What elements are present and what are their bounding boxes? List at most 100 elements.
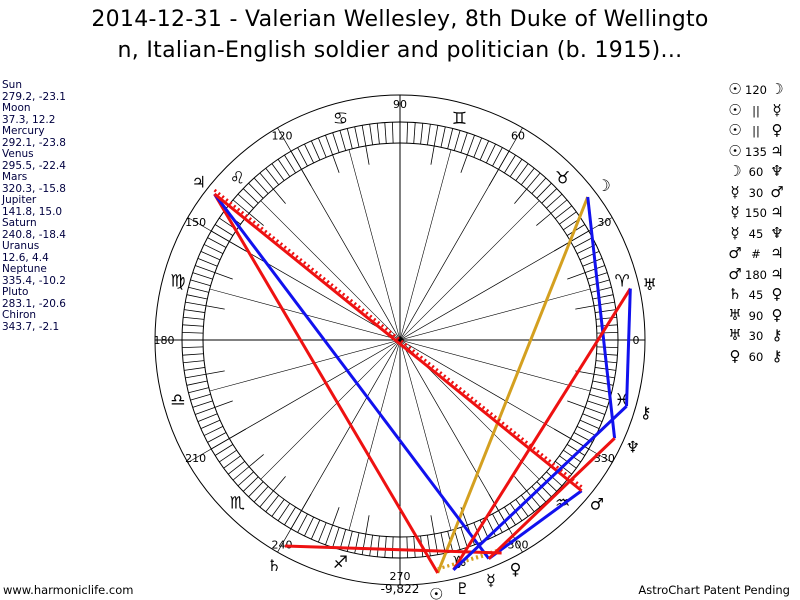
planet-mercury-icon: ☿: [486, 570, 496, 589]
degree-tick: [197, 413, 218, 423]
degree-tick: [192, 272, 213, 280]
decade-tick: [273, 188, 286, 204]
degree-label: 270: [390, 570, 411, 583]
degree-tick: [197, 257, 218, 267]
degree-tick: [182, 346, 204, 349]
degree-tick: [232, 466, 250, 481]
degree-tick: [253, 486, 269, 503]
degree-tick: [182, 331, 204, 334]
degree-tick: [596, 346, 618, 349]
degree-tick: [227, 460, 246, 475]
degree-tick: [186, 380, 208, 386]
degree-tick: [593, 301, 615, 307]
degree-tick: [433, 125, 439, 147]
planet-name: Neptune: [2, 263, 47, 275]
aspect-row: ♅ 30 ⚷: [727, 326, 785, 347]
degree-tick: [573, 237, 593, 248]
degree-tick: [413, 536, 416, 558]
degree-tick: [453, 130, 461, 151]
degree-tick: [182, 324, 204, 327]
planet-glyph-icon: ♅: [728, 326, 742, 344]
degree-label: 210: [185, 452, 206, 465]
decade-tick: [430, 145, 435, 165]
degree-tick: [593, 373, 615, 379]
title-line-1: 2014-12-31 - Valerian Wellesley, 8th Duk…: [91, 7, 709, 32]
decade-tick: [332, 507, 340, 526]
degree-label: 330: [594, 452, 615, 465]
zodiac-sign-icon: ♎: [170, 391, 185, 411]
aspect-line: [452, 287, 632, 571]
planet-glyph-icon: ☉: [728, 80, 742, 98]
degree-tick: [184, 367, 205, 371]
degree-tick: [550, 199, 568, 214]
planet-moon-icon: ☽: [596, 176, 610, 195]
degree-tick: [271, 499, 285, 517]
planet-glyph-icon: ☿: [772, 100, 782, 119]
degree-tick: [332, 527, 340, 548]
zodiac-sign-icon: ♏: [230, 494, 245, 514]
degree-tick: [190, 393, 211, 401]
degree-tick: [413, 122, 416, 144]
bottom-value: -9,822: [381, 582, 420, 596]
aspect-line: [213, 193, 440, 574]
aspect-row: ☿ 45 ♆: [727, 224, 785, 245]
degree-tick: [406, 122, 409, 144]
planet-glyph-icon: ⚷: [771, 346, 783, 365]
degree-tick: [219, 449, 237, 463]
planet-glyph-icon: ♂: [728, 264, 742, 283]
planet-position: 335.4, -10.2: [2, 274, 66, 287]
planet-saturn-icon: ♄: [267, 556, 281, 575]
degree-tick: [277, 503, 291, 521]
zodiac-sign-icon: ♌: [230, 168, 245, 188]
aspect-type: 180: [745, 267, 767, 282]
degree-tick: [467, 135, 475, 156]
degree-tick: [579, 419, 600, 430]
zodiac-sign-icon: ♈: [615, 271, 630, 291]
planet-name: Mercury: [2, 125, 45, 137]
decade-tick: [214, 272, 233, 280]
planet-glyph-icon: ♄: [728, 285, 742, 303]
aspect-type: 135: [745, 144, 767, 159]
degree-tick: [354, 126, 360, 148]
decade-tick: [365, 515, 370, 535]
aspect-row: ♂ # ♃: [727, 244, 785, 265]
degree-tick: [188, 286, 209, 293]
aspect-type: 90: [748, 308, 764, 323]
decade-tick: [365, 145, 370, 165]
degree-tick: [237, 193, 254, 209]
aspect-row: ☉ 120 ☽: [727, 80, 785, 101]
degree-tick: [592, 294, 614, 300]
planet-position: 295.5, -22.4: [2, 159, 66, 172]
degree-tick: [596, 331, 618, 334]
planet-pluto-icon: ♇: [455, 579, 469, 598]
degree-tick: [531, 486, 547, 503]
degree-tick: [183, 360, 205, 364]
degree-tick: [339, 529, 347, 550]
aspect-line: [213, 188, 583, 488]
planet-position: 279.2, -23.1: [2, 90, 66, 103]
planet-neptune-icon: ♆: [626, 438, 640, 457]
planet-name: Saturn: [2, 217, 37, 229]
degree-tick: [473, 137, 483, 158]
degree-tick: [584, 407, 605, 415]
website-link[interactable]: www.harmoniclife.com: [3, 583, 134, 597]
decade-tick: [514, 476, 527, 492]
degree-tick: [369, 124, 373, 145]
planet-position: 343.7, -2.1: [2, 320, 60, 333]
aspect-row: ♂ 180 ♃: [727, 265, 785, 286]
decade-tick: [273, 476, 286, 492]
degree-tick: [554, 205, 573, 220]
decade-tick: [514, 188, 527, 204]
aspect-row: ♀ 60 ⚷: [727, 347, 785, 368]
degree-label: 240: [272, 538, 293, 551]
planet-glyph-icon: ☽: [728, 162, 742, 180]
degree-tick: [509, 159, 523, 177]
degree-tick: [214, 444, 234, 456]
degree-tick: [520, 167, 535, 186]
aspect-type: 60: [748, 165, 764, 179]
planet-position: 12.6, 4.4: [2, 251, 49, 264]
degree-tick: [541, 188, 558, 204]
planet-position: 141.8, 15.0: [2, 205, 63, 218]
degree-tick: [253, 177, 269, 194]
